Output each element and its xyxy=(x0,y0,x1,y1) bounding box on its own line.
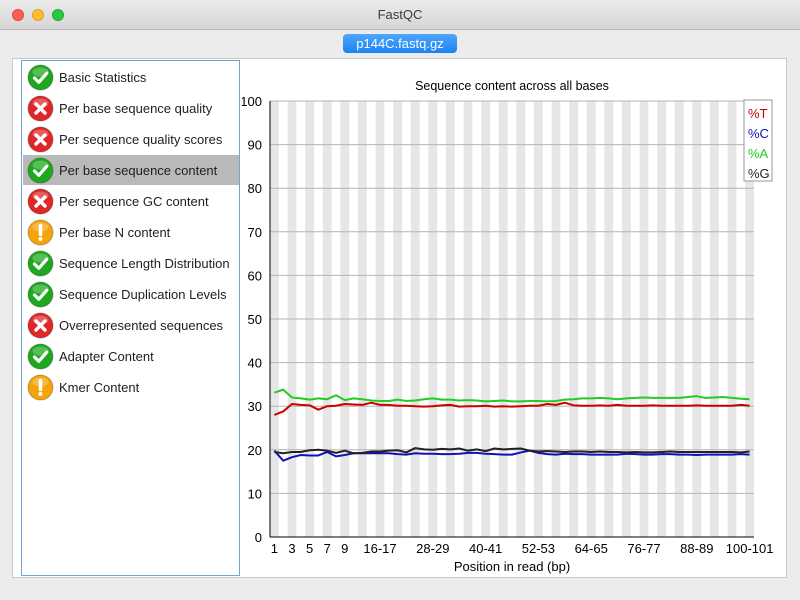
module-item[interactable]: Per base N content xyxy=(23,217,239,247)
pass-icon xyxy=(27,281,54,308)
x-tick-label: 16-17 xyxy=(363,541,396,556)
x-tick-label: 40-41 xyxy=(469,541,502,556)
x-tick-label: 28-29 xyxy=(416,541,449,556)
title-bar: FastQC xyxy=(0,0,800,30)
fail-icon xyxy=(27,126,54,153)
module-label: Per sequence quality scores xyxy=(59,132,223,147)
file-tab[interactable]: p144C.fastq.gz xyxy=(343,34,457,53)
legend-entry: %A xyxy=(748,146,769,161)
module-label: Per base sequence content xyxy=(59,163,218,178)
module-item[interactable]: Per base sequence quality xyxy=(23,93,239,123)
x-tick-label: 3 xyxy=(288,541,295,556)
series-line-a xyxy=(274,388,750,403)
chart-panel: 0 10 20 30 40 50 60 70 80 90 100 1 3 5 7 9 16-17 28-29 40-… xyxy=(240,60,786,576)
x-tick-label: 1 xyxy=(271,541,278,556)
module-item[interactable]: Basic Statistics xyxy=(23,62,239,92)
module-label: Sequence Length Distribution xyxy=(59,256,230,271)
y-tick-label: 60 xyxy=(248,268,262,283)
legend-entry: %G xyxy=(748,166,770,181)
module-label: Per sequence GC content xyxy=(59,194,209,209)
module-item[interactable]: Sequence Duplication Levels xyxy=(23,279,239,309)
x-tick-label: 9 xyxy=(341,541,348,556)
module-list: Basic Statistics Per base sequence qualit… xyxy=(21,60,240,576)
legend-entry: %C xyxy=(748,126,769,141)
y-tick-label: 10 xyxy=(248,486,262,501)
series-line-t xyxy=(274,401,750,416)
x-tick-label: 7 xyxy=(324,541,331,556)
y-tick-label: 70 xyxy=(248,225,262,240)
series-line-g xyxy=(274,447,750,455)
module-label: Basic Statistics xyxy=(59,70,147,85)
fail-icon xyxy=(27,312,54,339)
module-item[interactable]: Adapter Content xyxy=(23,341,239,371)
fail-icon xyxy=(27,188,54,215)
warn-icon xyxy=(27,219,54,246)
x-tick-label: 100-101 xyxy=(726,541,774,556)
module-label: Per base N content xyxy=(59,225,171,240)
legend-entry: %T xyxy=(748,106,768,121)
minimize-window-button[interactable] xyxy=(32,9,44,21)
module-label: Adapter Content xyxy=(59,349,154,364)
y-tick-label: 90 xyxy=(248,138,262,153)
module-label: Sequence Duplication Levels xyxy=(59,287,227,302)
window-title: FastQC xyxy=(377,7,423,22)
pass-icon xyxy=(27,250,54,277)
y-tick-label: 30 xyxy=(248,399,262,414)
close-window-button[interactable] xyxy=(12,9,24,21)
sequence-content-chart: 0 10 20 30 40 50 60 70 80 90 100 1 3 5 7 9 16-17 28-29 40-… xyxy=(240,79,774,574)
x-tick-label: 52-53 xyxy=(522,541,555,556)
chart-title: Sequence content across all bases xyxy=(415,79,609,93)
module-item[interactable]: Kmer Content xyxy=(23,372,239,402)
x-tick-label: 76-77 xyxy=(627,541,660,556)
pass-icon xyxy=(27,343,54,370)
y-tick-label: 20 xyxy=(248,443,262,458)
y-tick-label: 40 xyxy=(248,356,262,371)
x-tick-label: 88-89 xyxy=(680,541,713,556)
module-item[interactable]: Per sequence GC content xyxy=(23,186,239,216)
module-label: Overrepresented sequences xyxy=(59,318,224,333)
y-tick-label: 100 xyxy=(242,94,262,109)
pass-icon xyxy=(27,64,54,91)
x-tick-label: 64-65 xyxy=(575,541,608,556)
pass-icon xyxy=(27,157,54,184)
zoom-window-button[interactable] xyxy=(52,9,64,21)
module-item[interactable]: Per base sequence content xyxy=(23,155,239,185)
module-item[interactable]: Per sequence quality scores xyxy=(23,124,239,154)
y-tick-label: 80 xyxy=(248,181,262,196)
module-label: Per base sequence quality xyxy=(59,101,213,116)
fail-icon xyxy=(27,95,54,122)
y-tick-label: 0 xyxy=(255,530,262,545)
legend-box xyxy=(743,99,773,182)
module-item[interactable]: Overrepresented sequences xyxy=(23,310,239,340)
warn-icon xyxy=(27,374,54,401)
x-tick-label: 5 xyxy=(306,541,313,556)
x-axis-label: Position in read (bp) xyxy=(454,559,570,574)
module-label: Kmer Content xyxy=(59,380,140,395)
y-tick-label: 50 xyxy=(248,312,262,327)
module-item[interactable]: Sequence Length Distribution xyxy=(23,248,239,278)
